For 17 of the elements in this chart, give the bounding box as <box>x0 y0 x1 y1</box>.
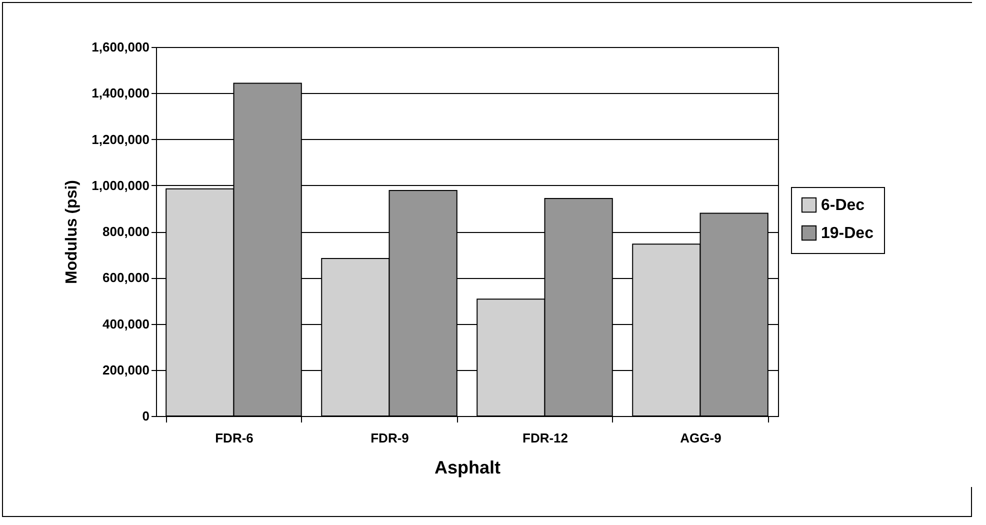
x-tick-label: FDR-6 <box>215 430 254 446</box>
y-tick-label: 1,400,000 <box>92 86 150 101</box>
y-tick-label: 0 <box>142 408 150 424</box>
legend-label: 19-Dec <box>821 225 874 242</box>
x-axis-title: Asphalt <box>434 458 501 478</box>
y-axis-title: Modulus (psi) <box>64 180 81 284</box>
y-tick-label: 600,000 <box>102 270 150 286</box>
y-tick-label: 1,600,000 <box>92 40 150 54</box>
y-tick-label: 1,000,000 <box>92 178 150 193</box>
y-tick-label: 800,000 <box>102 224 150 239</box>
x-tick-label: FDR-9 <box>370 430 409 446</box>
y-tick-label: 1,200,000 <box>92 132 150 147</box>
y-tick-label: 200,000 <box>102 362 150 378</box>
y-tick-label: 400,000 <box>102 316 150 332</box>
x-tick-label: FDR-12 <box>522 430 568 446</box>
legend-label: 6-Dec <box>821 197 865 214</box>
x-tick-label: AGG-9 <box>680 430 722 446</box>
